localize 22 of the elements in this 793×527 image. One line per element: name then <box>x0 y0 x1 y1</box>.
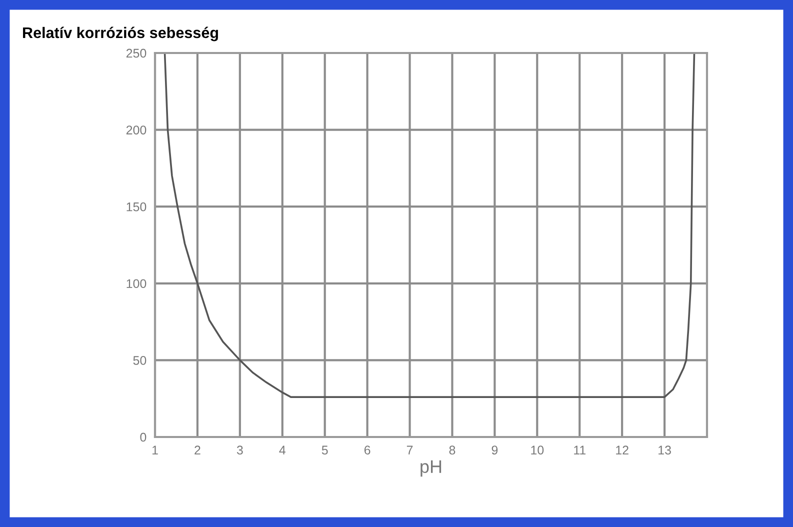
chart-title: Relatív korróziós sebesség <box>23 26 218 42</box>
x-tick-label: 10 <box>531 446 544 455</box>
x-tick-label: 5 <box>322 446 328 455</box>
x-tick-label: 12 <box>616 446 628 454</box>
x-tick-label: 1 <box>152 446 158 454</box>
x-tick-label: 7 <box>406 446 413 454</box>
y-tick-label: 0 <box>140 432 146 442</box>
x-tick-label: 4 <box>279 446 286 454</box>
y-tick-label: 250 <box>126 48 146 58</box>
y-tick-label: 100 <box>126 279 146 288</box>
x-tick-label: 6 <box>364 446 370 455</box>
x-tick-label: 3 <box>236 446 243 455</box>
x-tick-label: 2 <box>194 446 200 454</box>
x-tick-label: 11 <box>574 446 586 454</box>
x-tick-label: 8 <box>449 446 456 455</box>
line-series <box>164 53 696 398</box>
y-tick-label: 150 <box>126 202 146 212</box>
x-axis-title: pH <box>420 460 442 477</box>
x-tick-label: 9 <box>492 446 498 455</box>
x-tick-label: 13 <box>658 446 671 455</box>
y-tick-label: 200 <box>126 126 146 134</box>
y-tick-label: 50 <box>133 356 146 365</box>
